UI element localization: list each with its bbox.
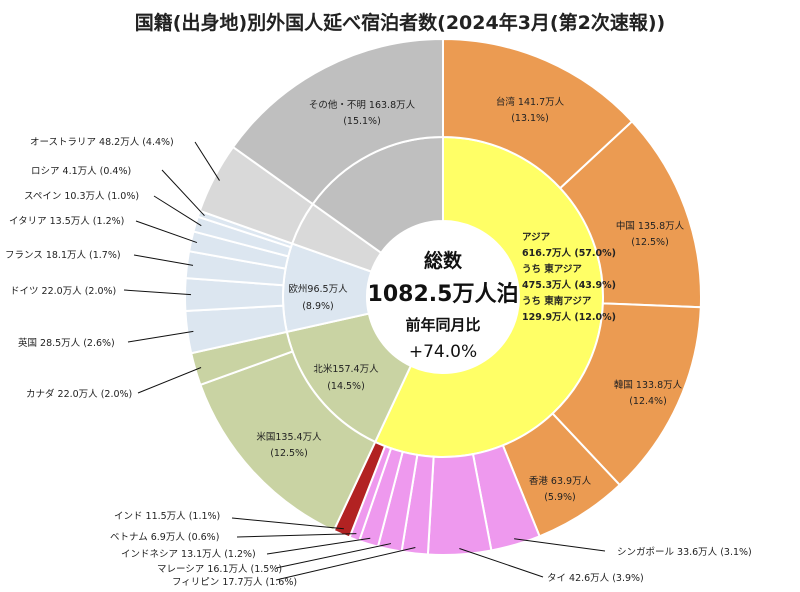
inner-label-1-0: 北米157.4万人 [313,363,379,375]
center-label-4: +74.0% [409,342,477,362]
outer-callout-10: インド 11.5万人 (1.1%) [114,511,220,522]
leader-line-5 [459,547,544,578]
outer-callout-5: タイ 42.6万人 (3.9%) [547,573,644,584]
inner-label-0-2: うち 東アジア [522,263,582,275]
outer-label-1-0: 中国 135.8万人 [616,220,685,232]
inner-label-2-1: (8.9%) [302,301,334,312]
outer-callout-4: シンガポール 33.6万人 (3.1%) [617,547,752,558]
leader-line-13 [127,330,194,343]
leader-line-7 [275,543,392,569]
center-label-3: 前年同月比 [405,316,480,334]
outer-label-2-0: 韓国 133.8万人 [614,380,683,391]
leader-line-10 [231,517,344,530]
outer-callout-9: ベトナム 6.9万人 (0.6%) [110,532,219,543]
outer-callout-13: 英国 28.5万人 (2.6%) [18,337,115,349]
leader-line-6 [275,546,416,581]
inner-label-1-1: (14.5%) [327,381,365,392]
outer-label-11-0: 米国135.4万人 [256,431,322,443]
outer-label-3-0: 香港 63.9万人 [529,475,592,487]
inner-label-0-1: 616.7万人 (57.0%) [522,247,616,259]
leader-line-19 [194,141,220,181]
outer-callout-6: フィリピン 17.7万人 (1.6%) [172,577,297,588]
center-hole [367,221,519,373]
outer-callout-18: ロシア 4.1万人 (0.4%) [31,166,131,177]
outer-slice-20 [231,37,444,206]
inner-label-0-5: 129.9万人 (12.0%) [522,311,616,323]
outer-label-2-1: (12.4%) [629,396,667,407]
outer-callout-14: ドイツ 22.0万人 (2.0%) [10,286,116,297]
outer-label-3-1: (5.9%) [544,492,576,503]
leader-line-15 [133,254,194,266]
leader-line-18 [161,169,205,217]
outer-callout-19: オーストラリア 48.2万人 (4.4%) [30,137,174,148]
outer-callout-7: マレーシア 16.1万人 (1.5%) [157,564,282,575]
outer-callout-16: イタリア 13.5万人 (1.2%) [9,216,124,227]
outer-label-20-0: その他・不明 163.8万人 [309,99,416,111]
center-label-2: 1082.5万人泊 [368,282,519,307]
outer-callout-8: インドネシア 13.1万人 (1.2%) [121,549,256,560]
center-label-1: 総数 [424,249,463,272]
outer-callout-15: フランス 18.1万人 (1.7%) [5,250,121,261]
inner-label-0-0: アジア [522,232,551,243]
outer-label-11-1: (12.5%) [270,448,308,459]
outer-label-1-1: (12.5%) [631,237,669,248]
outer-label-0-1: (13.1%) [511,113,549,124]
outer-label-20-1: (15.1%) [343,116,381,127]
inner-label-0-3: 475.3万人 (43.9%) [522,279,616,291]
leader-line-17 [153,195,202,227]
inner-label-2-0: 欧州96.5万人 [288,283,348,295]
outer-callout-17: スペイン 10.3万人 (1.0%) [24,191,139,202]
inner-label-0-4: うち 東南アジア [522,295,592,307]
leader-line-4 [514,538,606,552]
leader-line-12 [137,367,202,394]
leader-line-9 [236,533,357,538]
outer-callout-12: カナダ 22.0万人 (2.0%) [26,388,132,400]
leader-line-16 [135,220,198,244]
leader-line-14 [123,289,192,296]
leader-line-8 [266,537,371,555]
chart-title: 国籍(出身地)別外国人延べ宿泊者数(2024年3月(第2次速報)) [134,12,666,34]
outer-label-0-0: 台湾 141.7万人 [496,96,565,108]
